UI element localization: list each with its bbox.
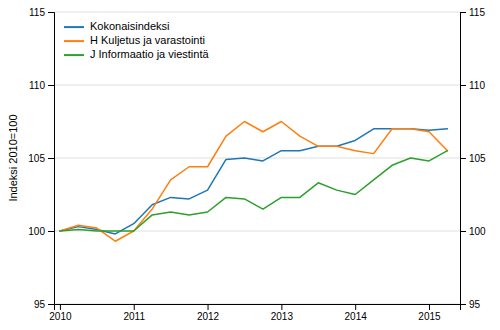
tick-mark <box>48 12 54 13</box>
tick-mark <box>355 304 356 310</box>
x-axis-line <box>55 305 461 311</box>
tick-mark <box>48 231 54 232</box>
legend-label: Kokonaisindeksi <box>90 20 170 32</box>
grid-line <box>54 85 460 86</box>
chart-container: 2010201120122013201420159510010511011595… <box>0 0 500 330</box>
tick: 2013 <box>271 304 294 322</box>
tick-label: 100 <box>469 226 486 237</box>
y-axis: 95 100 105 110 115 <box>28 7 54 310</box>
tick-label: 2010 <box>49 311 72 322</box>
tick-mark <box>460 158 466 159</box>
legend-label: H Kuljetus ja varastointi <box>90 34 205 46</box>
tick-mark <box>281 304 282 310</box>
x-axis: 2010 2011 2012 2013 2014 2015 <box>49 304 460 322</box>
tick: 2014 <box>345 304 368 322</box>
tick: 95 <box>460 299 481 310</box>
tick: 2012 <box>197 304 220 322</box>
legend-item: J Informaatio ja viestintä <box>64 48 209 60</box>
legend-swatch <box>64 26 84 28</box>
tick-label: 100 <box>28 226 45 237</box>
legend: Kokonaisindeksi H Kuljetus ja varastointi… <box>64 20 209 60</box>
tick: 2010 <box>49 304 72 322</box>
tick-mark <box>134 304 135 310</box>
tick-mark <box>48 158 54 159</box>
y-axis-title: Indeksi 2010=100 <box>7 114 19 201</box>
legend-item: Kokonaisindeksi <box>64 20 170 32</box>
tick-label: 2014 <box>345 311 368 322</box>
series-line <box>60 151 448 231</box>
tick-label: 115 <box>29 7 45 18</box>
tick-mark <box>460 304 466 305</box>
tick: 115 <box>460 7 485 18</box>
tick-label: 2015 <box>418 311 441 322</box>
tick-mark <box>48 85 54 86</box>
lines <box>60 122 448 242</box>
tick-label: 115 <box>469 7 485 18</box>
grid-line <box>54 12 460 13</box>
tick: 95 <box>34 299 54 310</box>
tick-label: 110 <box>29 80 45 91</box>
y2-axis-line <box>461 13 467 305</box>
legend-item: H Kuljetus ja varastointi <box>64 34 205 46</box>
tick: 100 <box>460 226 486 237</box>
tick-label: 2013 <box>271 311 294 322</box>
tick-label: 2012 <box>197 311 220 322</box>
tick: 115 <box>29 7 54 18</box>
grid <box>54 12 460 304</box>
y-axis-line <box>48 13 55 305</box>
series-line <box>60 122 448 242</box>
tick-mark <box>460 85 466 86</box>
grid-line <box>54 158 460 159</box>
tick-label: 95 <box>34 299 46 310</box>
tick: 110 <box>29 80 54 91</box>
tick: 100 <box>28 226 54 237</box>
tick-mark <box>208 304 209 310</box>
legend-swatch <box>64 40 84 42</box>
tick-label: 105 <box>28 153 45 164</box>
tick-mark <box>460 12 466 13</box>
tick-label: 95 <box>469 299 481 310</box>
tick: 105 <box>460 153 486 164</box>
legend-label: J Informaatio ja viestintä <box>90 48 209 60</box>
tick: 2015 <box>418 304 441 322</box>
tick: 2011 <box>123 304 145 322</box>
chart: 2010201120122013201420159510010511011595… <box>0 0 500 330</box>
tick-mark <box>48 304 54 305</box>
tick: 105 <box>28 153 54 164</box>
legend-swatch <box>64 54 84 56</box>
plot: 2010201120122013201420159510010511011595… <box>28 7 486 322</box>
y2-axis: 95 100 105 110 115 <box>460 7 486 310</box>
tick: 110 <box>460 80 485 91</box>
tick-mark <box>460 231 466 232</box>
tick-label: 110 <box>469 80 485 91</box>
tick-label: 105 <box>469 153 486 164</box>
tick-label: 2011 <box>123 311 145 322</box>
tick-mark <box>429 304 430 310</box>
tick-mark <box>60 304 61 310</box>
series-line <box>60 129 448 234</box>
